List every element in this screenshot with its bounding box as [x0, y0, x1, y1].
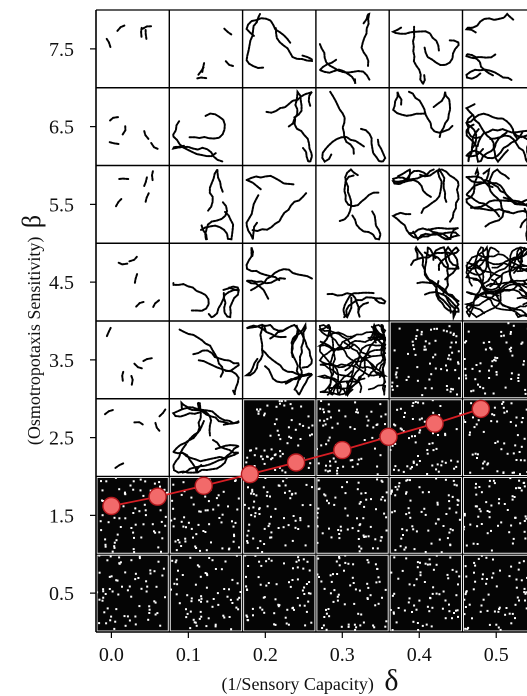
panel-disordered — [389, 476, 463, 555]
panel-dense-network — [462, 243, 527, 322]
x-tick-label: 0.1 — [176, 644, 201, 666]
panel-disordered — [315, 554, 390, 632]
panel-sparse — [96, 243, 170, 322]
y-tick-label: 3.5 — [49, 350, 74, 372]
y-axis-ticks: 7.5 6.5 5.5 4.5 3.5 2.5 1.5 0.5 — [49, 39, 96, 605]
y-axis-label-text: (Osmotropotaxis Sensitivity) — [24, 237, 45, 446]
panel-trails — [242, 243, 316, 322]
panel-disordered — [389, 554, 463, 632]
y-tick-label: 0.5 — [49, 583, 74, 605]
transition-point — [102, 496, 121, 516]
y-axis-label: (Osmotropotaxis Sensitivity) β — [17, 215, 46, 445]
panel-network — [462, 165, 527, 244]
simulation-panel-grid — [96, 10, 527, 632]
panel-separators — [96, 10, 527, 632]
x-tick-label: 0.4 — [407, 644, 432, 666]
panel-trails — [169, 87, 243, 166]
y-tick-label: 1.5 — [49, 505, 74, 527]
transition-point — [286, 453, 306, 472]
x-tick-label: 0.2 — [253, 644, 278, 666]
panel-disordered — [315, 398, 390, 477]
panel-trails — [315, 243, 390, 322]
panel-network — [169, 398, 243, 477]
y-tick-label: 6.5 — [49, 117, 74, 139]
panel-trails — [169, 165, 243, 244]
panel-disordered — [169, 554, 243, 632]
y-tick-label: 4.5 — [49, 272, 74, 294]
panel-trails — [315, 87, 390, 166]
panel-sparse — [96, 398, 170, 477]
transition-point — [148, 487, 167, 506]
panel-disordered — [462, 321, 527, 399]
panel-disordered — [242, 554, 316, 632]
panel-disordered — [389, 398, 463, 477]
transition-series — [102, 399, 490, 516]
panel-sparse — [96, 321, 170, 399]
panel-network — [389, 165, 463, 244]
x-tick-label: 0.3 — [330, 644, 355, 666]
y-tick-label: 2.5 — [49, 428, 74, 450]
panel-disordered — [462, 554, 527, 632]
panel-trails — [242, 87, 316, 166]
panel-sparse — [96, 87, 170, 166]
transition-point — [194, 476, 213, 495]
panel-trails — [242, 165, 316, 244]
y-tick-label: 7.5 — [49, 39, 74, 61]
transition-point — [333, 440, 352, 460]
panel-trails — [389, 87, 463, 166]
panel-disordered — [462, 476, 527, 555]
transition-point — [240, 465, 260, 484]
panel-disordered — [242, 476, 316, 555]
y-axis-symbol: β — [17, 215, 46, 228]
transition-point — [379, 427, 398, 446]
panel-disordered — [315, 476, 390, 555]
panel-dense-network — [315, 321, 390, 399]
panel-trails — [315, 10, 390, 88]
panel-sparse — [169, 10, 243, 88]
x-axis-label: (1/Sensory Capacity) δ — [221, 664, 398, 696]
panel-network — [242, 321, 316, 399]
panel-trails — [315, 165, 390, 244]
x-axis-symbol: δ — [384, 664, 398, 696]
x-axis-label-text: (1/Sensory Capacity) — [221, 674, 373, 695]
panel-trails — [242, 10, 316, 88]
panel-network — [462, 87, 527, 166]
panel-trails — [169, 321, 243, 399]
y-tick-label: 5.5 — [49, 194, 74, 216]
transition-point — [425, 414, 444, 433]
panel-disordered — [389, 321, 463, 399]
x-tick-label: 0.5 — [484, 644, 509, 666]
panel-sparse — [96, 10, 170, 88]
panel-network — [389, 243, 463, 322]
transition-point — [471, 399, 490, 419]
panel-sparse — [96, 165, 170, 244]
x-axis-ticks: 0.0 0.1 0.2 0.3 0.4 0.5 — [99, 632, 509, 666]
panel-disordered — [96, 554, 170, 632]
x-tick-label: 0.0 — [99, 644, 124, 666]
panel-trails — [389, 10, 463, 88]
plot-frame — [95, 9, 527, 633]
panel-trails — [169, 243, 243, 322]
panel-trails — [462, 10, 527, 88]
